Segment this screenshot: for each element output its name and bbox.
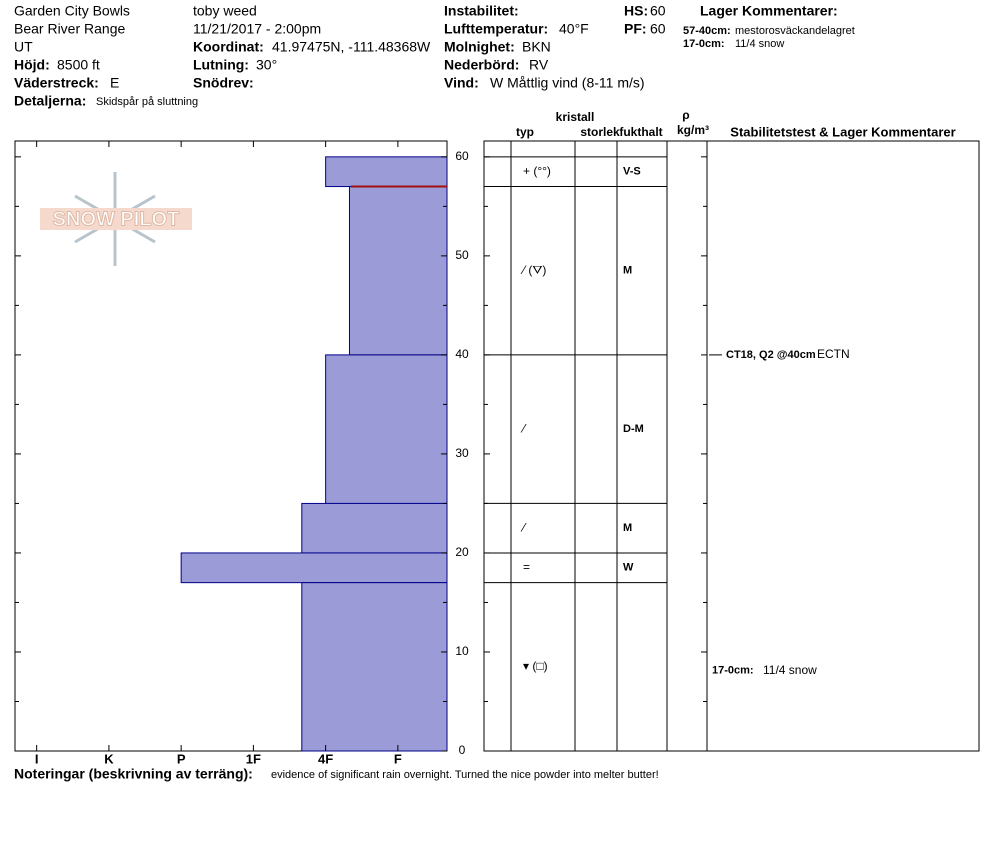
x-tick-label: I — [35, 751, 39, 766]
value: 30° — [256, 57, 277, 73]
table-columns — [510, 141, 708, 751]
test-label: CT18, Q2 @40cm — [726, 349, 816, 361]
value: 60 — [650, 21, 666, 37]
logo-band — [40, 208, 192, 230]
x-tick-label: K — [104, 751, 114, 766]
value: W Måttlig vind (8-11 m/s) — [490, 75, 645, 91]
y-tick-label: 0 — [459, 743, 466, 757]
label: Instabilitet: — [444, 3, 519, 19]
x-tick-label: 1F — [246, 751, 261, 766]
y-tick-label: 30 — [455, 446, 469, 460]
label: Lager Kommentarer: — [700, 3, 838, 19]
col-header: ρ — [682, 108, 689, 122]
observer: toby weed — [193, 3, 257, 19]
value: 11/4 snow — [735, 38, 784, 50]
col-header: fukthalt — [619, 125, 662, 139]
location: Garden City Bowls — [14, 3, 130, 19]
layer-bar — [348, 186, 448, 356]
value: Skidspår på sluttning — [96, 96, 198, 108]
value: 41.97475N, -111.48368W — [272, 39, 431, 55]
layer-bar — [301, 582, 448, 752]
y-tick-label: 60 — [455, 149, 469, 163]
value: RV — [529, 57, 549, 73]
label: 17-0cm: — [683, 38, 725, 50]
value: mestorosväckandelagret — [735, 25, 855, 37]
y-tick-label: 10 — [455, 644, 469, 658]
logo: SNOW PILOT — [53, 208, 180, 230]
label: Snödrev: — [193, 75, 254, 91]
y-tick-label: 40 — [455, 347, 469, 361]
col-header: storlek — [580, 125, 620, 139]
label: Detaljerna: — [14, 93, 86, 109]
grain-type: ⁄ — [520, 421, 527, 435]
grain-type: ⁄ (⛛) — [520, 263, 546, 277]
value: 8500 ft — [57, 57, 100, 73]
comment-label: 17-0cm: — [712, 665, 754, 677]
label: Väderstreck: — [14, 75, 99, 91]
grain-type: ▾ (□) — [523, 659, 548, 673]
col-header: kg/m³ — [677, 123, 709, 137]
value: 60 — [650, 3, 666, 19]
label: HS: — [624, 3, 648, 19]
col-header: typ — [516, 125, 534, 139]
label: Nederbörd: — [444, 57, 519, 73]
label: Lufttemperatur: — [444, 21, 548, 37]
moisture: W — [623, 562, 634, 574]
comment-text: 11/4 snow — [763, 663, 817, 677]
label: Molnighet: — [444, 39, 515, 55]
value: E — [110, 75, 119, 91]
x-tick-label: 4F — [318, 751, 333, 766]
range: Bear River Range — [14, 21, 125, 37]
value: BKN — [522, 39, 551, 55]
layer-bar — [325, 156, 448, 188]
grain-type: + (°°) — [523, 164, 551, 178]
y-tick-label: 20 — [455, 545, 469, 559]
label: 57-40cm: — [683, 25, 731, 37]
label: PF: — [624, 21, 647, 37]
label: Vind: — [444, 75, 479, 91]
label: Noteringar (beskrivning av terräng): — [14, 766, 253, 782]
grain-type: ⁄ — [520, 520, 527, 534]
col-header: kristall — [556, 110, 595, 124]
grain-type: = — [523, 560, 530, 574]
y-tick-label: 50 — [455, 248, 469, 262]
moisture: M — [623, 522, 632, 534]
label: Lutning: — [193, 57, 249, 73]
table-frame — [483, 140, 980, 752]
layer-bar — [180, 552, 448, 584]
moisture: D-M — [623, 423, 644, 435]
label: Koordinat: — [193, 39, 264, 55]
moisture: V-S — [623, 166, 641, 178]
layer-bar — [325, 354, 448, 504]
x-tick-label: F — [394, 751, 402, 766]
test-result: ECTN — [817, 347, 850, 361]
col-header: Stabilitetstest & Lager Kommentarer — [730, 124, 955, 139]
datetime: 11/21/2017 - 2:00pm — [193, 21, 321, 37]
value: 40°F — [559, 21, 589, 37]
x-tick-label: P — [177, 751, 186, 766]
state: UT — [14, 39, 33, 55]
layer-bar — [301, 502, 448, 554]
label: Höjd: — [14, 57, 50, 73]
moisture: M — [623, 265, 632, 277]
value: evidence of significant rain overnight. … — [271, 769, 659, 781]
